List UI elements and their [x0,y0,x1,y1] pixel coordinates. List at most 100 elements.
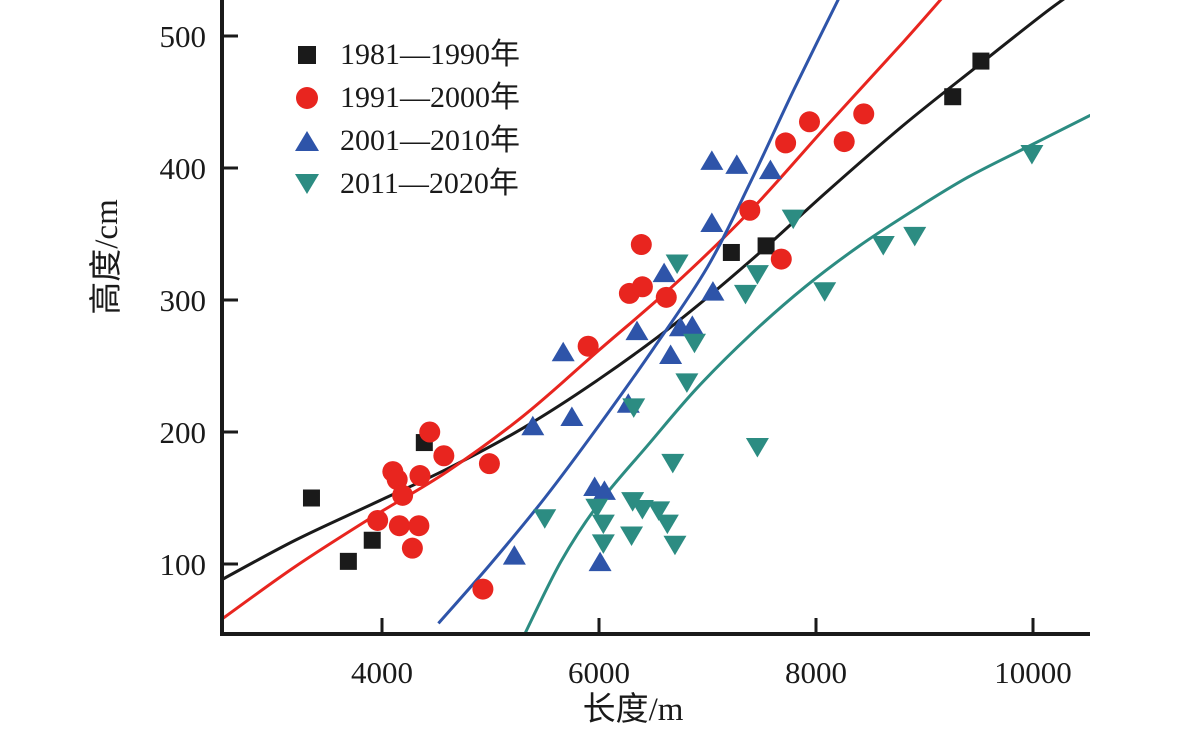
data-point-circle [853,103,875,125]
data-point-square [757,237,775,255]
series-square [302,52,990,570]
data-point-triangle-down [813,282,837,302]
y-tick-label: 400 [160,151,207,186]
triangle-down-marker-icon [295,173,319,194]
legend-marker-cell [284,130,330,151]
data-point-circle [798,111,820,133]
data-point-triangle-down [661,453,685,474]
data-point-triangle-up [680,315,704,335]
data-point-triangle-down [1020,144,1044,165]
data-point-triangle-down [663,535,687,556]
data-point-triangle-down [630,500,654,520]
data-point-circle [419,421,441,443]
trend-curves [222,0,1090,632]
data-point-triangle-down [682,333,706,354]
data-point-circle [739,199,761,221]
data-point-triangle-down [585,498,609,519]
legend-label: 2001—2010年 [340,124,520,157]
data-point-square [944,88,962,106]
data-point-triangle-down [675,373,699,393]
data-point-triangle-down [655,514,679,535]
trend-curve [524,113,1090,632]
data-point-circle [577,335,599,357]
legend-item-1981-1990: 1981—1990年 [284,33,520,76]
data-point-circle [401,537,423,559]
data-point-triangle-up [592,480,616,500]
trend-curve [222,0,1065,582]
legend-marker-cell [284,45,330,64]
data-point-triangle-up [701,281,725,301]
legend-item-2011-2020: 2011—2020年 [284,162,520,205]
data-point-circle [775,132,797,154]
y-axis-title: 高度/cm [89,199,125,315]
data-point-circle [408,515,430,537]
data-point-triangle-up [700,212,724,232]
data-point-circle [386,469,408,491]
data-point-triangle-up [652,262,676,283]
legend-label: 1981—1990年 [340,38,520,71]
data-point-circle [833,131,855,153]
data-point-circle [655,286,677,308]
trend-curve [437,0,840,625]
data-point-triangle-up [521,415,545,436]
data-point-triangle-up [551,341,575,362]
data-point-triangle-down [620,526,644,546]
data-point-triangle-down [733,284,757,305]
y-tick-label: 200 [160,415,207,450]
data-point-square [972,52,990,70]
data-point-triangle-down [781,209,805,230]
x-tick-label: 6000 [568,655,630,690]
data-point-circle [770,248,792,270]
data-point-triangle-down [745,438,769,458]
data-point-triangle-down [533,509,557,529]
x-tick-label: 4000 [351,655,413,690]
legend-label: 1991—2000年 [340,81,520,114]
axes: 100 200 300 400 500 4000 6000 8000 10000 [160,0,1090,690]
data-point-square [302,489,320,507]
data-point-square [722,243,740,261]
square-marker-icon [298,45,316,64]
series-triangle-down [533,144,1044,556]
data-point-triangle-down [622,398,646,418]
x-tick-label: 8000 [785,655,847,690]
data-point-triangle-up [700,150,724,170]
legend-marker-cell [284,86,330,109]
data-point-triangle-up [560,406,584,426]
y-tick-label: 500 [160,19,207,54]
series-circle [367,103,875,600]
data-point-triangle-down [591,534,615,554]
y-tick-label: 100 [160,547,207,582]
x-axis-title: 长度/m [582,692,684,728]
data-point-circle [409,465,431,487]
data-point-triangle-down [647,501,671,521]
triangle-up-marker-icon [295,130,319,151]
data-point-triangle-down [745,265,769,285]
data-point-square [363,531,381,549]
data-point-circle [388,515,410,537]
data-point-circle [630,234,652,256]
data-point-circle [472,578,494,600]
data-point-triangle-down [665,254,689,275]
legend-marker-cell [284,173,330,194]
data-point-triangle-up [725,154,749,174]
data-point-triangle-down [903,226,927,247]
data-point-triangle-up [659,344,683,364]
legend-item-1991-2000: 1991—2000年 [284,76,520,119]
trend-curve [222,0,943,621]
data-point-circle [631,276,653,298]
series-triangle-up [502,150,782,572]
x-tick-label: 10000 [994,655,1072,690]
data-point-triangle-up [625,320,649,341]
data-point-circle [433,445,455,467]
data-point-circle [392,484,414,506]
data-point-square [339,552,357,570]
legend: 1981—1990年 1991—2000年 2001—2010年 2011—20… [284,33,520,205]
data-point-triangle-up [588,551,612,572]
data-point-circle [367,509,389,531]
data-point-circle [478,453,500,475]
legend-label: 2011—2020年 [340,167,519,200]
data-point-triangle-down [871,236,895,256]
legend-item-2001-2010: 2001—2010年 [284,119,520,162]
